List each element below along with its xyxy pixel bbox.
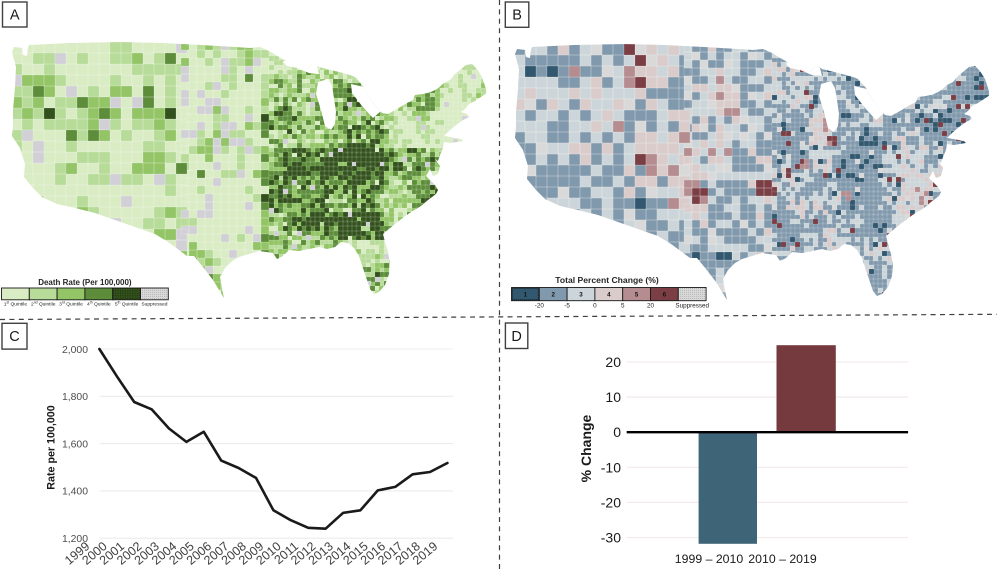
svg-text:A: A <box>10 8 20 24</box>
svg-text:-20: -20 <box>535 303 545 310</box>
svg-text:20: 20 <box>647 303 655 310</box>
svg-text:Suppressed: Suppressed <box>141 302 167 308</box>
svg-text:C: C <box>9 329 19 345</box>
svg-text:2,000: 2,000 <box>62 345 88 356</box>
svg-text:4th Quintile: 4th Quintile <box>87 301 111 308</box>
svg-text:Death Rate (Per 100,000): Death Rate (Per 100,000) <box>38 278 132 287</box>
svg-text:4: 4 <box>607 292 611 299</box>
svg-text:10: 10 <box>605 389 621 405</box>
svg-text:0: 0 <box>593 303 597 310</box>
svg-text:20: 20 <box>605 354 621 370</box>
svg-text:6: 6 <box>663 292 667 299</box>
svg-text:D: D <box>511 329 521 345</box>
svg-text:2: 2 <box>551 292 555 299</box>
svg-text:1,600: 1,600 <box>62 439 88 450</box>
svg-text:5: 5 <box>635 292 639 299</box>
svg-text:2010 – 2019: 2010 – 2019 <box>748 552 817 566</box>
svg-text:Rate per 100,000: Rate per 100,000 <box>46 405 58 489</box>
svg-text:1st Quintile: 1st Quintile <box>4 301 28 308</box>
svg-text:-20: -20 <box>601 494 621 510</box>
svg-text:1,800: 1,800 <box>62 392 88 403</box>
svg-text:3rd Quintile: 3rd Quintile <box>59 301 83 308</box>
svg-text:1999 – 2010: 1999 – 2010 <box>675 552 744 566</box>
svg-text:-5: -5 <box>564 303 570 310</box>
svg-text:0: 0 <box>613 424 621 440</box>
svg-text:1,200: 1,200 <box>62 534 88 545</box>
svg-text:Total Percent Change (%): Total Percent Change (%) <box>555 275 659 285</box>
svg-text:1: 1 <box>524 292 528 299</box>
svg-text:2nd Quintile: 2nd Quintile <box>31 301 56 308</box>
svg-text:-30: -30 <box>601 530 621 546</box>
svg-text:% Change: % Change <box>578 414 594 482</box>
svg-text:5th Quintile: 5th Quintile <box>115 301 139 308</box>
svg-text:B: B <box>512 8 522 24</box>
svg-text:1,400: 1,400 <box>62 487 88 498</box>
svg-text:3: 3 <box>579 292 583 299</box>
svg-text:-10: -10 <box>601 459 621 475</box>
svg-text:5: 5 <box>621 303 625 310</box>
svg-text:Suppressed: Suppressed <box>675 303 709 310</box>
